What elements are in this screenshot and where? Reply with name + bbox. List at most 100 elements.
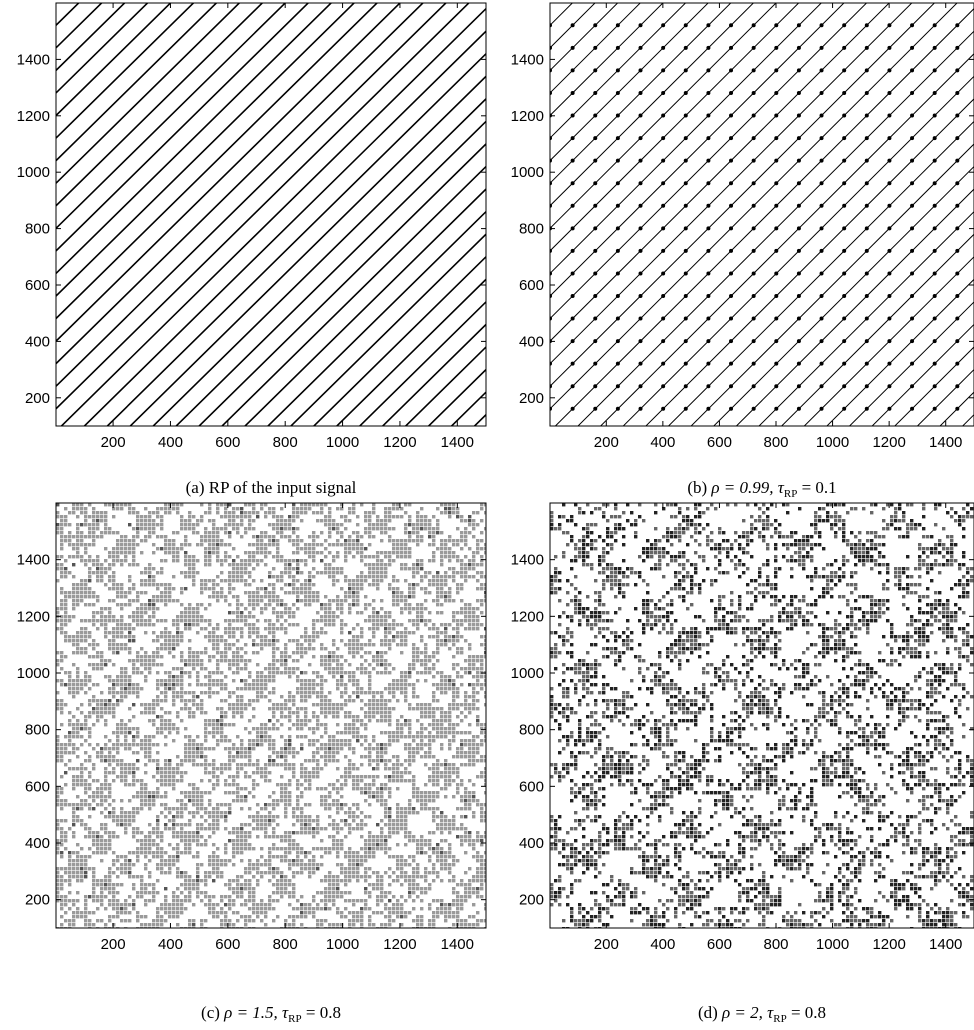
texture-cell	[368, 679, 372, 683]
texture-cell	[108, 843, 112, 847]
texture-cell	[364, 691, 368, 695]
texture-cell	[248, 763, 252, 767]
recurrence-dot	[638, 293, 643, 298]
texture-cell	[236, 663, 240, 667]
texture-cell	[132, 671, 136, 675]
texture-cell	[172, 619, 176, 623]
texture-cell	[112, 691, 116, 695]
texture-cell	[368, 711, 372, 715]
texture-cell	[328, 667, 332, 671]
texture-cell	[256, 735, 260, 739]
texture-cell	[332, 643, 336, 647]
texture-cell	[360, 723, 364, 727]
texture-cell	[88, 735, 92, 739]
texture-cell	[272, 607, 276, 611]
texture-cell	[132, 751, 136, 755]
texture-cell	[84, 899, 88, 903]
texture-cell	[240, 763, 244, 767]
recurrence-line	[550, 3, 732, 184]
recurrence-dot	[751, 271, 756, 276]
texture-cell	[244, 755, 248, 759]
texture-cell	[92, 527, 96, 531]
recurrence-dot	[729, 361, 734, 366]
texture-cell	[296, 567, 300, 571]
texture-cell	[100, 511, 104, 515]
texture-cell	[104, 843, 108, 847]
texture-cell	[180, 639, 184, 643]
texture-cell	[308, 719, 312, 723]
texture-cell	[172, 779, 176, 783]
texture-cell	[320, 827, 324, 831]
texture-cell	[296, 687, 300, 691]
texture-cell	[224, 915, 228, 919]
texture-cell	[232, 723, 236, 727]
texture-cell	[252, 599, 256, 603]
texture-cell	[204, 871, 208, 875]
texture-cell	[244, 883, 248, 887]
texture-cell	[92, 619, 96, 623]
recurrence-dot	[683, 248, 688, 253]
recurrence-dot	[683, 226, 688, 231]
texture-cell	[124, 643, 128, 647]
texture-cell	[352, 811, 356, 815]
texture-cell	[368, 571, 372, 575]
texture-cell	[172, 915, 176, 919]
texture-cell	[336, 743, 340, 747]
texture-cell	[372, 839, 376, 843]
texture-cell	[332, 711, 336, 715]
texture-cell	[184, 551, 188, 555]
texture-cell	[348, 507, 352, 511]
texture-cell	[332, 803, 336, 807]
texture-cell	[140, 783, 144, 787]
texture-cell	[84, 727, 88, 731]
texture-cell	[196, 839, 200, 843]
texture-cell	[184, 559, 188, 563]
texture-cell	[72, 663, 76, 667]
texture-cell	[148, 523, 152, 527]
texture-cell	[152, 791, 156, 795]
texture-cell	[324, 667, 328, 671]
texture-cell	[304, 771, 308, 775]
texture-cell	[92, 711, 96, 715]
texture-cell	[256, 619, 260, 623]
texture-cell	[332, 783, 336, 787]
texture-cell	[180, 839, 184, 843]
texture-cell	[224, 903, 228, 907]
texture-cell	[216, 779, 220, 783]
texture-cell	[308, 535, 312, 539]
texture-cell	[312, 859, 316, 863]
texture-cell	[216, 815, 220, 819]
texture-cell	[296, 527, 300, 531]
recurrence-dot	[955, 90, 960, 95]
texture-cell	[296, 511, 300, 515]
texture-cell	[60, 887, 64, 891]
texture-cell	[236, 783, 240, 787]
texture-cell	[224, 595, 228, 599]
texture-cell	[112, 579, 116, 583]
texture-cell	[124, 559, 128, 563]
texture-cell	[316, 619, 320, 623]
texture-cell	[76, 879, 80, 883]
texture-cell	[280, 723, 284, 727]
texture-cell	[252, 615, 256, 619]
texture-cell	[172, 847, 176, 851]
texture-cell	[132, 615, 136, 619]
texture-cell	[356, 595, 360, 599]
texture-cell	[144, 703, 148, 707]
texture-cell	[60, 607, 64, 611]
texture-cell	[228, 763, 232, 767]
texture-cell	[336, 827, 340, 831]
texture-cell	[80, 783, 84, 787]
texture-cell	[196, 543, 200, 547]
texture-cell	[304, 591, 308, 595]
texture-cell	[92, 623, 96, 627]
texture-cell	[296, 543, 300, 547]
texture-cell	[240, 647, 244, 651]
texture-cell	[280, 507, 284, 511]
texture-cell	[308, 759, 312, 763]
texture-cell	[112, 835, 116, 839]
texture-cell	[272, 655, 276, 659]
texture-cell	[260, 691, 264, 695]
texture-cell	[84, 911, 88, 915]
texture-cell	[284, 699, 288, 703]
